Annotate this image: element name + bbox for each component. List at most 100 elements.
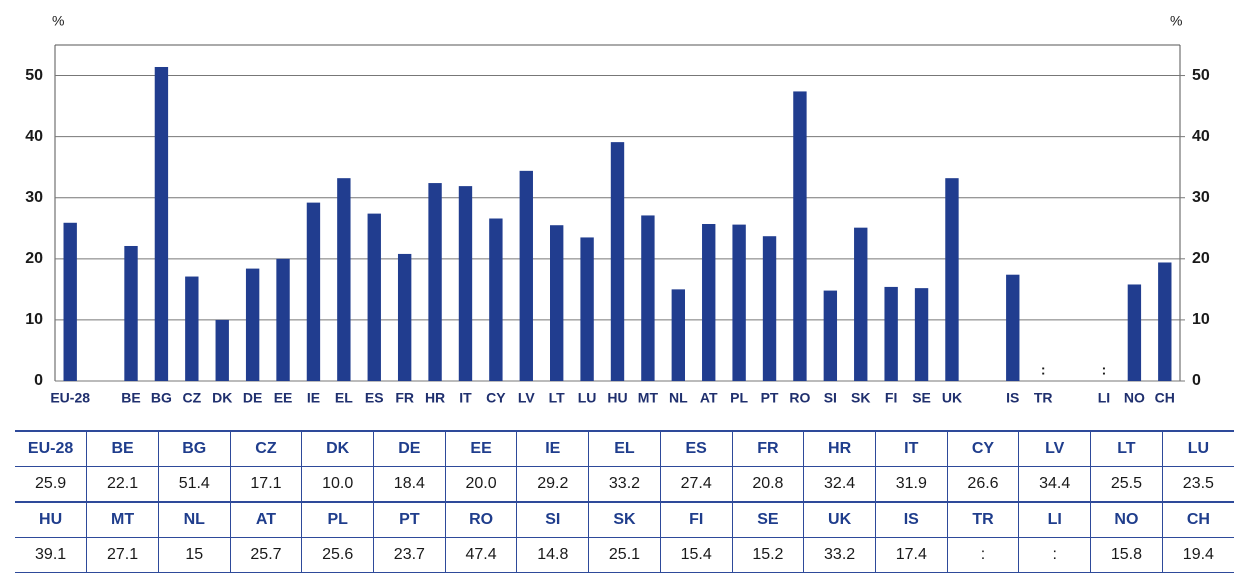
y-axis-label: % xyxy=(52,13,64,29)
x-tick-label: MT xyxy=(638,390,659,406)
bar xyxy=(702,223,716,381)
y-tick-label: 40 xyxy=(25,128,43,145)
x-tick-label: SI xyxy=(824,390,837,406)
header-cell: IT xyxy=(874,430,948,467)
header-cell: HR xyxy=(803,430,876,467)
value-cell: 33.2 xyxy=(588,466,661,503)
x-tick-label: IE xyxy=(307,390,320,406)
x-tick-label: SK xyxy=(851,390,870,406)
value-cell: 15.8 xyxy=(1090,537,1163,573)
bar xyxy=(641,215,655,381)
value-cell: 18.4 xyxy=(373,466,446,503)
bar xyxy=(1006,274,1020,381)
x-tick-label: DE xyxy=(243,390,262,406)
value-cell: 34.4 xyxy=(1018,466,1091,503)
x-tick-label: AT xyxy=(700,390,718,406)
x-tick-label: RO xyxy=(789,390,810,406)
data-table: EU-28 BE BG CZ DK DE EE IE EL ES FR HR IT CY LV LT LU 25.… xyxy=(15,430,1234,573)
value-cell: 15.4 xyxy=(659,537,733,573)
header-cell: IE xyxy=(516,430,589,467)
value-cell: 23.7 xyxy=(373,537,446,573)
bar xyxy=(519,170,533,381)
y-tick-label: 20 xyxy=(25,250,43,267)
header-cell: EL xyxy=(588,430,661,467)
bar xyxy=(428,183,442,381)
x-tick-label: FI xyxy=(885,390,897,406)
bar xyxy=(63,222,77,381)
value-cell: 17.4 xyxy=(874,537,948,573)
bar xyxy=(823,290,838,381)
x-tick-label: SE xyxy=(912,390,931,406)
bar xyxy=(762,236,777,381)
y2-tick-label: 20 xyxy=(1192,250,1210,267)
x-tick-label: HR xyxy=(425,390,445,406)
x-tick-label: EU-28 xyxy=(50,390,90,406)
x-tick-label: NO xyxy=(1124,390,1145,406)
header-cell: CH xyxy=(1161,501,1234,538)
bar xyxy=(914,288,929,381)
y-tick-label: 0 xyxy=(34,372,43,389)
bar xyxy=(550,225,564,381)
header-cell: SI xyxy=(516,501,589,538)
bar xyxy=(154,66,169,381)
value-cell: 25.5 xyxy=(1090,466,1163,503)
value-cell: 32.4 xyxy=(803,466,876,503)
header-cell: MT xyxy=(86,501,159,538)
x-tick-label: CZ xyxy=(182,390,201,406)
x-tick-label: UK xyxy=(942,390,962,406)
y2-tick-label: 30 xyxy=(1192,189,1210,206)
value-cell: 25.1 xyxy=(588,537,661,573)
value-cell: 51.4 xyxy=(157,466,231,503)
value-cell: 20.8 xyxy=(731,466,804,503)
chart: % % 0 10 20 30 40 50 0 10 20 30 40 50 EU-28 BE BG CZ DK D… xyxy=(25,13,1210,406)
value-cell: 14.8 xyxy=(516,537,589,573)
header-cell: NO xyxy=(1090,501,1163,538)
x-tick-label: BE xyxy=(121,390,140,406)
bar xyxy=(884,286,898,381)
header-cell: IS xyxy=(874,501,948,538)
bar xyxy=(854,227,868,381)
value-cell: 20.0 xyxy=(444,466,517,503)
x-tick-label: FR xyxy=(395,390,414,406)
bar xyxy=(1158,262,1172,381)
header-cell: LU xyxy=(1161,430,1234,467)
header-cell: HU xyxy=(15,501,87,538)
table-row: 39.1 27.1 15 25.7 25.6 23.7 47.4 14.8 25.1 15.4 15… xyxy=(15,537,1234,573)
y-tick-label: 10 xyxy=(25,311,43,328)
y2-tick-label: 0 xyxy=(1192,372,1201,389)
header-cell: BG xyxy=(157,430,231,467)
header-cell: AT xyxy=(229,501,302,538)
value-cell: 27.4 xyxy=(659,466,733,503)
y-tick-label: 30 xyxy=(25,189,43,206)
value-cell: 22.1 xyxy=(86,466,159,503)
bar xyxy=(245,268,260,381)
x-tick-label: CH xyxy=(1155,390,1175,406)
header-cell: CY xyxy=(946,430,1019,467)
header-cell: NL xyxy=(157,501,231,538)
bar xyxy=(215,319,229,381)
value-cell: 26.6 xyxy=(946,466,1019,503)
x-tick-label: LU xyxy=(578,390,597,406)
x-tick-label: HU xyxy=(607,390,627,406)
header-cell: SK xyxy=(588,501,661,538)
x-tick-label: CY xyxy=(486,390,506,406)
bar xyxy=(489,218,503,381)
header-cell: LT xyxy=(1090,430,1163,467)
value-cell: 27.1 xyxy=(86,537,159,573)
bar xyxy=(580,237,594,381)
x-tick-label: ES xyxy=(365,390,384,406)
x-tick-label: IS xyxy=(1006,390,1019,406)
bar xyxy=(945,178,959,381)
header-cell: RO xyxy=(444,501,517,538)
x-tick-label: NL xyxy=(669,390,688,406)
table-row: HU MT NL AT PL PT RO SI SK FI SE UK IS TR LI NO CH xyxy=(15,501,1234,538)
x-tick-label: IT xyxy=(459,390,472,406)
bar xyxy=(124,245,138,381)
value-cell: 10.0 xyxy=(301,466,374,503)
bar xyxy=(793,91,807,382)
bar xyxy=(185,276,199,381)
x-tick-label: PL xyxy=(730,390,748,406)
header-cell: TR xyxy=(946,501,1019,538)
bar xyxy=(367,213,381,381)
y2-tick-label: 50 xyxy=(1192,67,1210,84)
